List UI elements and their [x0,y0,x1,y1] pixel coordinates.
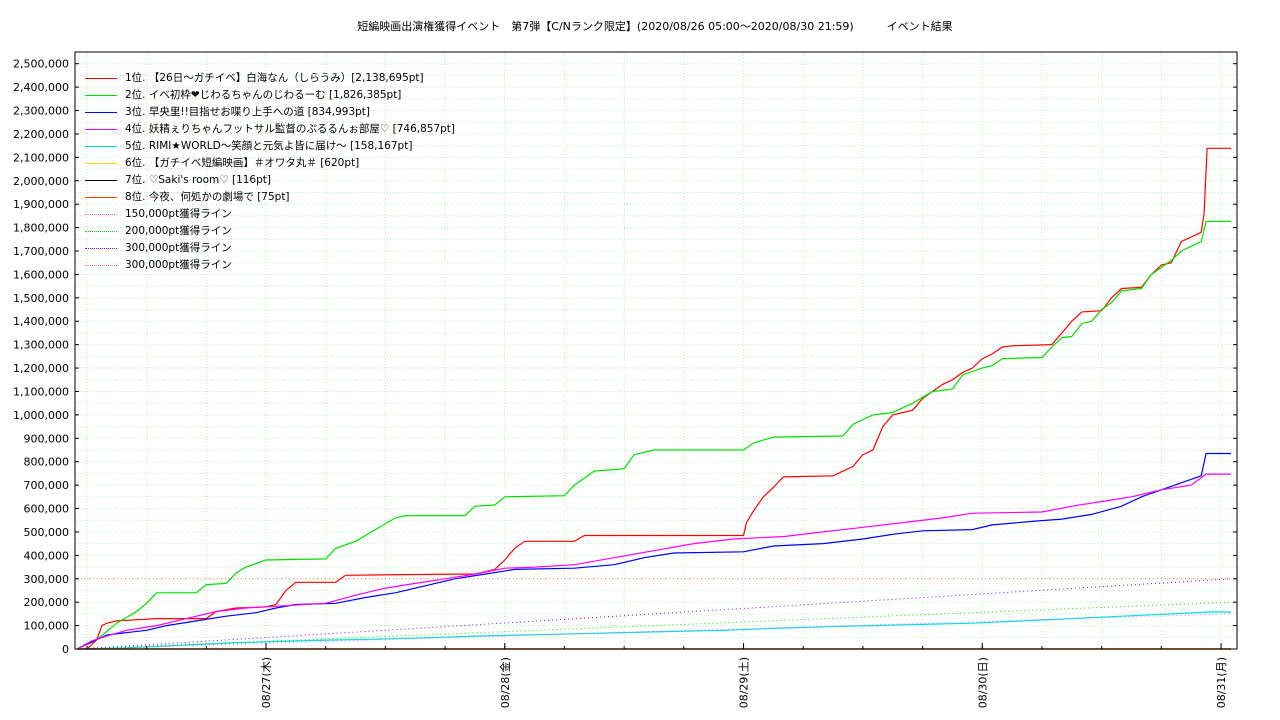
x-axis-ticks: 08/27(木) 08/28(金) 08/29(土) 08/30(日) 08/31(月) [86,643,1228,708]
legend-swatch [85,163,117,164]
legend-label: 8位. 今夜、何処かの劇場で [75pt] [125,191,290,203]
y-tick-label: 0 [62,643,69,656]
legend-label: 300,000pt獲得ライン [125,259,232,271]
legend-swatch [85,129,117,130]
y-tick-label: 1,500,000 [13,292,69,305]
y-tick-label: 2,100,000 [13,151,69,164]
legend-label: 2位. イベ初枠❤じわるちゃんのじわるーむ [1,826,385pt] [125,89,402,101]
y-tick-label: 2,400,000 [13,81,69,94]
chart-title: 短編映画出演権獲得イベント 第7弾【C/Nランク限定】(2020/08/26 0… [357,20,953,33]
y-tick-label: 2,200,000 [13,128,69,141]
legend-swatch [85,95,117,96]
legend-label: 6位. 【ガチイベ短編映画】＃オワタ丸＃ [620pt] [125,157,360,169]
y-tick-label: 300,000 [24,573,70,586]
y-tick-label: 200,000 [24,596,70,609]
y-tick-label: 900,000 [24,432,70,445]
y-tick-label: 800,000 [24,456,70,469]
x-tick-label: 08/31(月) [1215,657,1228,708]
y-tick-label: 2,000,000 [13,175,69,188]
legend-label: 7位. ♡Saki's room♡ [116pt] [125,174,271,186]
legend-label: 5位. RIMI★WORLD〜笑顔と元気よ皆に届け〜 [158,167pt] [125,140,413,152]
y-tick-label: 1,900,000 [13,198,69,211]
x-tick-label: 08/27(木) [260,657,273,708]
series-line-4 [76,473,1231,650]
series-line-1 [77,147,1231,650]
legend-label: 4位. 妖精ぇりちゃんフットサル監督のぷるるんぉ部屋♡ [746,857pt] [125,123,456,135]
legend-swatch [85,180,117,181]
series-line-5 [76,611,1231,650]
series-line-9 [76,613,1232,650]
legend-swatch [85,265,117,266]
legend-label: 1位. 【26日〜ガチイベ】白海なん（しらうみ）[2,138,695pt] [125,72,424,84]
y-axis-ticks: 0 100,000 200,000 300,000 400,000 500,000 600,… [13,58,1237,656]
series-line-10 [76,601,1232,650]
x-tick-label: 08/28(金) [498,657,512,708]
plot-frame [74,51,1238,650]
y-tick-label: 1,800,000 [13,222,69,235]
legend-swatch [85,231,117,232]
y-tick-label: 1,000,000 [13,409,69,422]
legend-swatch [85,78,117,79]
y-tick-label: 600,000 [24,503,70,516]
y-tick-label: 100,000 [24,620,70,633]
legend-label: 150,000pt獲得ライン [125,208,232,220]
y-tick-label: 400,000 [24,549,70,562]
y-tick-label: 1,300,000 [13,339,69,352]
legend-swatch [85,248,117,249]
series-line-2 [76,220,1231,650]
legend-label: 300,000pt獲得ライン [125,242,232,254]
y-tick-label: 1,700,000 [13,245,69,258]
y-tick-label: 700,000 [24,479,70,492]
legend-label: 200,000pt獲得ライン [125,225,232,237]
y-tick-label: 1,400,000 [13,315,69,328]
series-lines [76,147,1232,650]
legend-swatch [85,146,117,147]
y-tick-label: 2,300,000 [13,105,69,118]
series-line-11 [76,578,1232,650]
legend-swatch [85,112,117,113]
y-tick-label: 2,500,000 [13,58,69,71]
y-tick-label: 1,200,000 [13,362,69,375]
legend-label: 3位. 早央里!!目指せお喋り上手への道 [834,993pt] [125,106,371,118]
grid [75,51,1237,650]
y-tick-label: 1,600,000 [13,268,69,281]
y-tick-label: 500,000 [24,526,70,539]
x-tick-label: 08/30(日) [976,657,989,708]
series-line-3 [76,452,1231,650]
y-tick-label: 1,100,000 [13,385,69,398]
legend-swatch [85,214,117,215]
x-tick-label: 08/29(土) [738,657,751,708]
legend-swatch [85,197,117,198]
